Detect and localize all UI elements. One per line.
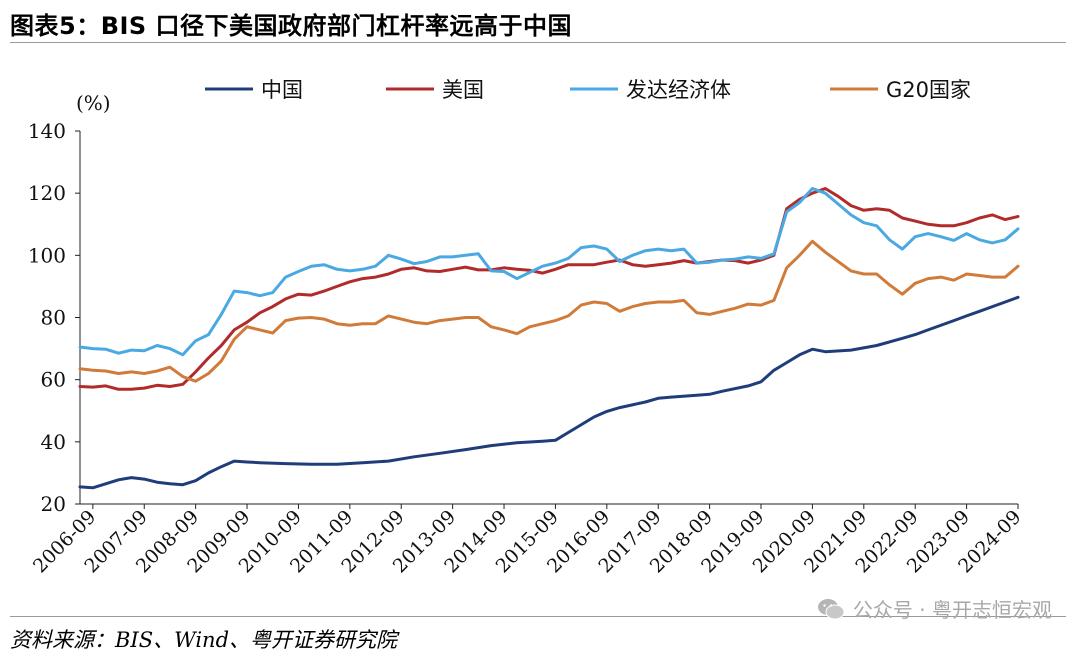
wechat-icon: [817, 598, 845, 619]
title-divider: [10, 42, 1066, 43]
series-line-4: [78, 239, 1020, 383]
line-chart: 20406080100120140(%)2006-092007-092008-0…: [28, 78, 1026, 577]
footer-divider: [10, 616, 1066, 617]
y-tick-label: 100: [28, 243, 66, 267]
page-title: 图表5：BIS 口径下美国政府部门杠杆率远高于中国: [10, 12, 573, 40]
legend-label-1: 中国: [261, 78, 303, 102]
legend-label-3: 发达经济体: [626, 78, 731, 102]
source-note: 资料来源：BIS、Wind、粤开证券研究院: [10, 628, 398, 652]
y-tick-label: 80: [41, 306, 66, 330]
y-tick-label: 60: [41, 368, 66, 392]
y-tick-label: 140: [28, 119, 66, 143]
watermark: 公众号 · 粤开志恒宏观: [817, 594, 1052, 623]
y-tick-label: 40: [41, 430, 66, 454]
watermark-text: 公众号 · 粤开志恒宏观: [852, 598, 1052, 622]
y-axis-unit-label: (%): [76, 91, 111, 115]
y-tick-label: 120: [28, 181, 66, 205]
series-line-3: [78, 187, 1020, 357]
series-line-2: [78, 187, 1020, 391]
y-tick-label: 20: [41, 492, 66, 516]
series-line-1: [78, 295, 1020, 490]
legend-label-2: 美国: [442, 78, 484, 102]
legend-label-4: G20国家: [886, 78, 971, 102]
